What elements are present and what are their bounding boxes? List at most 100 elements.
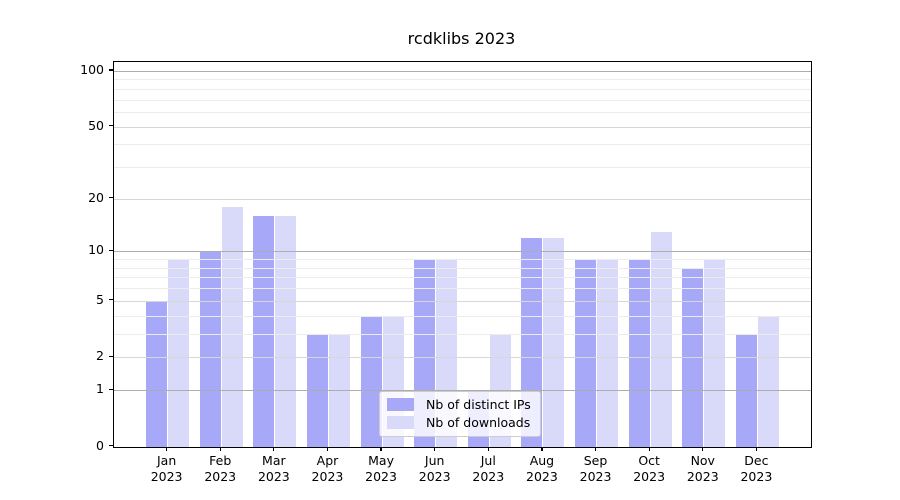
x-tick-year: 2023 [204, 468, 237, 484]
y-tick-label: 0 [96, 437, 104, 453]
bar-distinct-ips [253, 215, 275, 447]
x-tick-month: Mar [262, 453, 286, 468]
bar-distinct-ips [575, 259, 597, 447]
x-tick-mark [273, 447, 275, 451]
y-tick-mark [109, 197, 113, 199]
x-tick-year: 2023 [257, 468, 290, 484]
gridline-minor [114, 259, 811, 261]
y-tick-label: 50 [88, 117, 104, 133]
x-tick-month: Aug [529, 453, 555, 468]
gridline-minor [114, 267, 811, 269]
gridline-minor [114, 315, 811, 317]
x-tick-mark [434, 447, 436, 451]
bar-downloads [168, 259, 190, 447]
x-tick-mark [541, 447, 543, 451]
plot-area: Nb of distinct IPs Nb of downloads [113, 61, 812, 448]
x-tick-month: Jun [424, 453, 445, 468]
bar-downloads [650, 231, 672, 447]
legend-row-distinct-ips: Nb of distinct IPs [387, 397, 531, 412]
legend-label-distinct-ips: Nb of distinct IPs [426, 397, 531, 412]
x-tick-label: Jul 2023 [458, 453, 518, 484]
legend-swatch-distinct-ips [387, 398, 414, 411]
bar-downloads [543, 237, 565, 447]
x-tick-label: Jan 2023 [137, 453, 197, 484]
y-tick-label: 2 [96, 348, 104, 364]
y-tick-mark [109, 249, 113, 252]
y-tick-mark [109, 299, 113, 301]
gridline-minor [114, 144, 811, 146]
gridline-minor [114, 288, 811, 290]
x-tick-year: 2023 [311, 468, 344, 484]
x-tick-label: Apr 2023 [297, 453, 357, 484]
bar-distinct-ips [360, 315, 382, 447]
gridline-major [114, 390, 811, 392]
x-tick-label: Nov 2023 [673, 453, 733, 484]
gridline-major [114, 251, 811, 253]
gridline-mid [114, 198, 811, 200]
x-tick-mark [326, 447, 329, 451]
gridline-minor [114, 277, 811, 279]
bar-downloads [704, 259, 726, 447]
y-tick-mark [109, 355, 113, 357]
x-tick-mark [702, 447, 704, 451]
gridline-minor [114, 79, 811, 81]
legend-row-downloads: Nb of downloads [387, 415, 531, 430]
x-tick-label: Oct 2023 [619, 453, 679, 484]
gridline-minor [114, 111, 811, 113]
gridline-minor [114, 99, 811, 101]
x-tick-month: Dec [744, 453, 769, 468]
legend: Nb of distinct IPs Nb of downloads [379, 391, 541, 437]
x-tick-label: May 2023 [351, 453, 411, 484]
y-tick-label: 20 [88, 189, 104, 205]
gridline-major [114, 70, 811, 72]
x-tick-month: Jul [480, 453, 496, 468]
x-tick-year: 2023 [633, 468, 666, 484]
x-tick-label: Aug 2023 [512, 453, 572, 484]
x-tick-label: Mar 2023 [244, 453, 304, 484]
gridline-mid [114, 126, 811, 128]
x-tick-year: 2023 [740, 468, 773, 484]
x-tick-year: 2023 [472, 468, 505, 484]
bar-distinct-ips [146, 300, 168, 447]
bar-downloads [221, 206, 243, 447]
x-tick-label: Sep 2023 [566, 453, 626, 484]
y-tick-label: 100 [80, 61, 104, 77]
x-tick-year: 2023 [365, 468, 397, 484]
x-tick-month: Oct [638, 453, 660, 468]
x-tick-mark [755, 447, 757, 451]
x-tick-year: 2023 [150, 468, 183, 484]
x-tick-month: Sep [583, 453, 608, 468]
x-tick-mark [166, 447, 168, 451]
y-tick-mark [109, 388, 113, 390]
x-tick-month: May [368, 453, 394, 468]
y-tick-mark [109, 125, 113, 127]
x-tick-mark [219, 447, 221, 451]
y-tick-label: 1 [96, 381, 104, 397]
chart-title: rcdklibs 2023 [407, 29, 516, 48]
x-tick-mark [380, 447, 382, 451]
legend-label-downloads: Nb of downloads [426, 415, 531, 430]
x-tick-year: 2023 [418, 468, 451, 484]
y-tick-mark [109, 69, 113, 71]
x-tick-month: Apr [316, 453, 339, 468]
gridline-mid [114, 300, 811, 302]
x-tick-label: Feb 2023 [190, 453, 250, 484]
y-tick-label: 10 [88, 242, 104, 258]
x-tick-month: Nov [690, 453, 715, 468]
bar-downloads [275, 215, 297, 447]
bar-distinct-ips [628, 259, 650, 447]
x-tick-year: 2023 [579, 468, 612, 484]
x-tick-year: 2023 [526, 468, 558, 484]
gridline-minor [114, 88, 811, 90]
x-tick-mark [487, 447, 489, 451]
gridline-mid [114, 357, 811, 359]
x-tick-label: Jun 2023 [405, 453, 465, 484]
bar-downloads [597, 259, 619, 447]
y-tick-label: 5 [96, 291, 104, 307]
gridline-minor [114, 333, 811, 335]
legend-swatch-downloads [387, 416, 414, 429]
x-tick-year: 2023 [686, 468, 719, 484]
gridline-minor [114, 167, 811, 169]
bar-distinct-ips [199, 251, 221, 447]
